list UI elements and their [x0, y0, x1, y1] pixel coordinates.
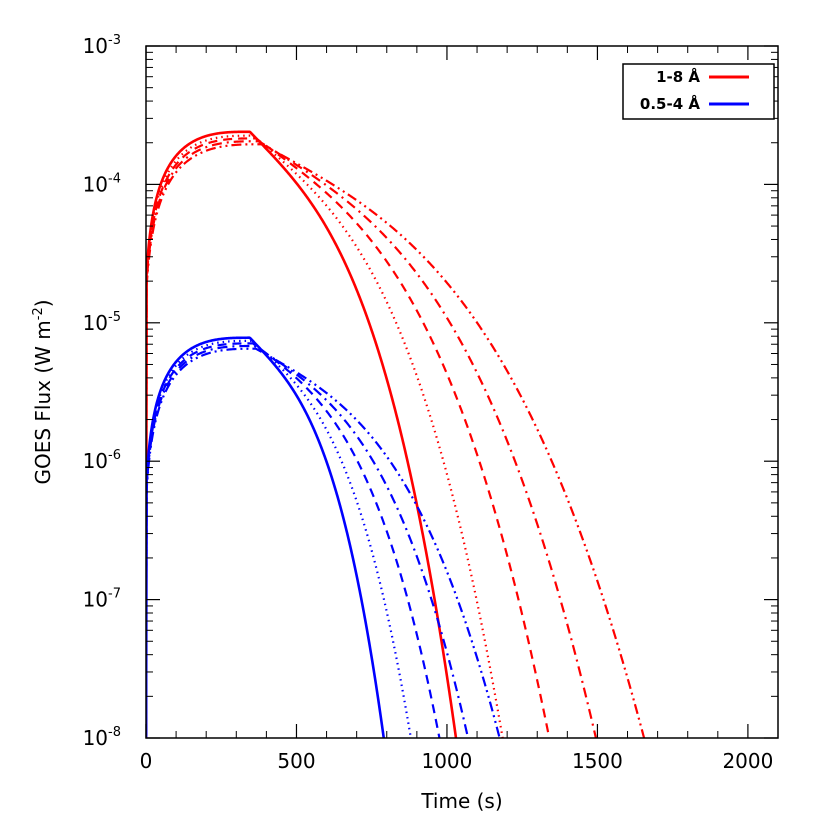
x-tick-label: 1500 — [572, 749, 623, 773]
series-0.5-4-dotted-line — [146, 339, 412, 738]
y-tick-label: 10-6 — [83, 448, 121, 473]
series-0.5-4-solid-line — [146, 336, 386, 738]
legend-label-1-8: 1-8 Å — [656, 67, 700, 86]
legend-box — [622, 63, 775, 120]
y-tick-label: 10-5 — [83, 310, 121, 335]
series-1-8-dashed-line — [146, 137, 551, 738]
series-1-8-solid-line — [146, 130, 458, 738]
axis-layer: 0 500 1000 1500 2000 10-8 10-7 10-6 10-5 10-4 10-3 — [83, 33, 779, 773]
plot-frame — [145, 45, 779, 739]
legend-label-0.5-4: 0.5-4 Å — [640, 94, 700, 113]
series-0.5-4-dashdot-line — [146, 344, 470, 738]
y-tick-label: 10-8 — [83, 725, 121, 750]
series-0.5-4-dashdotdot-line — [146, 347, 501, 738]
x-tick-label: 1000 — [421, 749, 472, 773]
legend: 1-8 Å 0.5-4 Å — [622, 63, 775, 120]
x-tick-label: 2000 — [722, 749, 773, 773]
x-tick-label: 0 — [140, 749, 153, 773]
series-1-8-dashdotdot-line — [146, 143, 646, 738]
y-axis-label: GOES Flux (W m-2) — [31, 299, 55, 484]
x-axis-label: Time (s) — [420, 789, 502, 813]
y-tick-label: 10-4 — [83, 171, 121, 196]
series-1-8-dotted-line — [146, 134, 504, 738]
series-0.5-4-dashed-line — [146, 342, 441, 738]
y-tick-label: 10-3 — [83, 33, 121, 58]
y-tick-label: 10-7 — [83, 587, 121, 612]
series-layer — [146, 130, 646, 738]
x-tick-label: 500 — [277, 749, 315, 773]
